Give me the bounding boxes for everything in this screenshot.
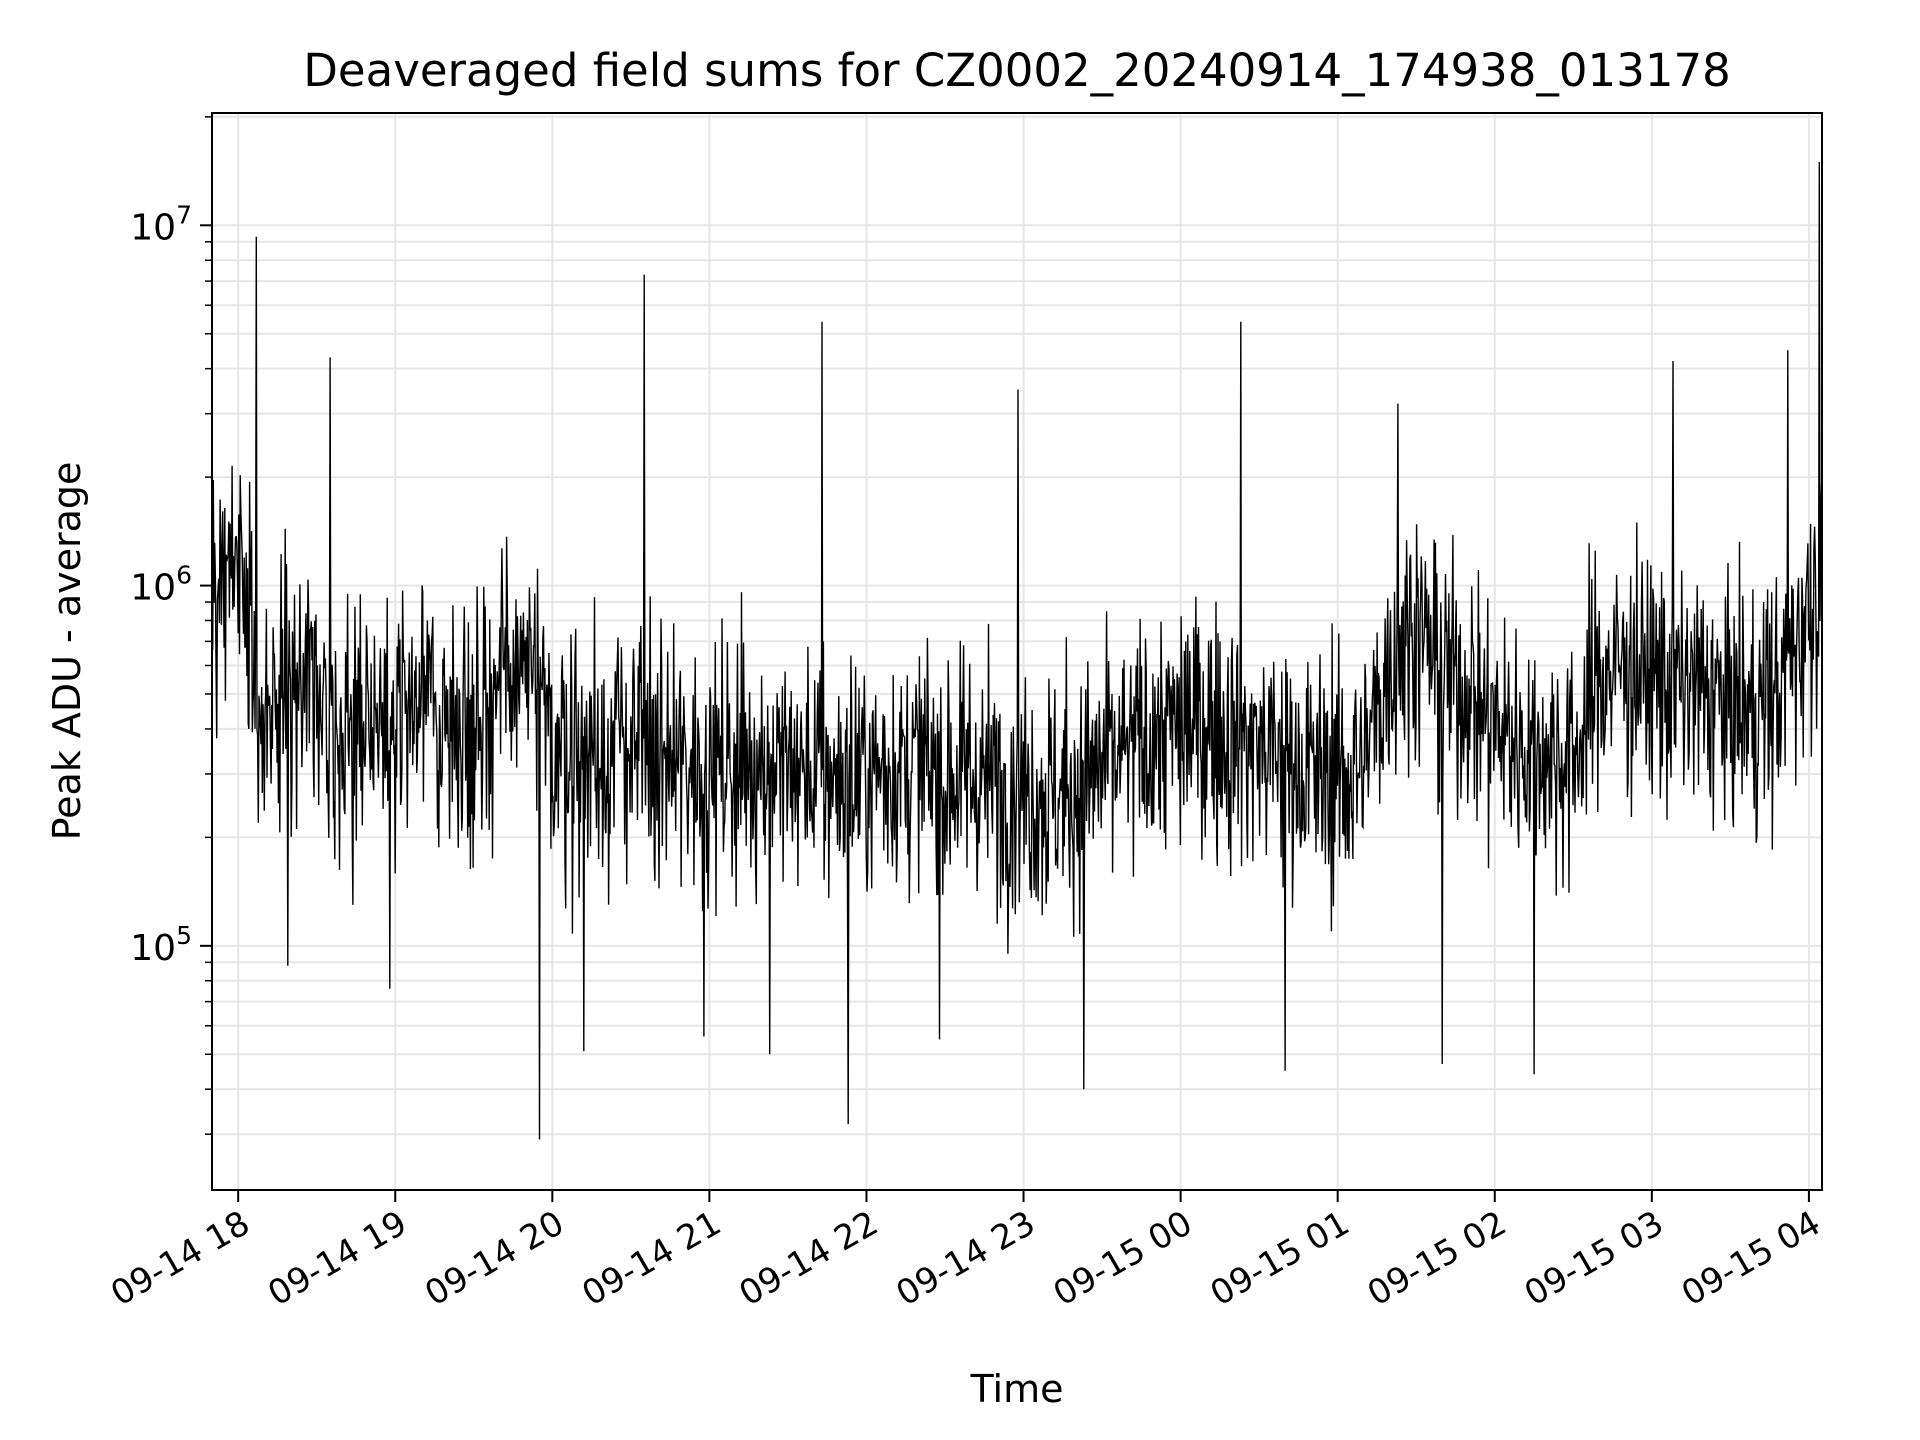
plot-frame (211, 112, 1823, 1191)
y-tick-label: 106 (130, 561, 192, 609)
y-axis: 105 106 107 (130, 116, 212, 1135)
y-tick-label: 107 (130, 200, 192, 248)
data-series (211, 161, 1823, 1140)
y-axis-label: Peak ADU - average (45, 462, 89, 841)
y-tick-label: 105 (130, 921, 192, 969)
series-line (211, 161, 1823, 1140)
chart-title: Deaveraged field sums for CZ0002_2024091… (303, 44, 1730, 97)
x-axis-label: Time (970, 1367, 1064, 1411)
